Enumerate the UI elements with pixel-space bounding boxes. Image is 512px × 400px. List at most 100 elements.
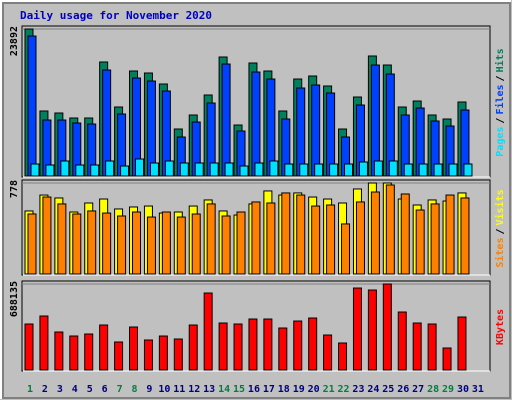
x-tick-label: 3: [57, 384, 63, 395]
bar: [143, 339, 153, 371]
axis-legend: Pages / Files / Hits: [494, 48, 506, 156]
x-tick-label: 8: [131, 384, 137, 395]
x-tick-label: 2: [42, 384, 48, 395]
bar: [370, 64, 380, 177]
axis-legend: Sites / Visits: [494, 189, 506, 267]
bar: [42, 196, 52, 275]
bar: [382, 283, 392, 371]
bar: [293, 320, 303, 371]
bar: [149, 162, 159, 177]
bar: [105, 160, 115, 177]
bar: [281, 192, 291, 275]
bar: [248, 318, 258, 371]
bar: [448, 163, 458, 177]
bar: [135, 158, 145, 177]
legend-separator: /: [495, 118, 506, 124]
bar: [412, 322, 422, 371]
bar: [311, 205, 321, 275]
bar: [344, 163, 354, 177]
bar: [24, 323, 34, 371]
bar: [308, 317, 318, 371]
bar: [117, 215, 127, 275]
bar: [329, 163, 339, 177]
x-tick-label: 10: [158, 384, 170, 395]
bar: [221, 63, 231, 177]
x-tick-label: 27: [412, 384, 424, 395]
bar: [269, 160, 279, 177]
bar: [341, 223, 351, 275]
bar: [314, 163, 324, 177]
bar: [164, 160, 174, 177]
x-tick-label: 20: [308, 384, 320, 395]
bar: [358, 161, 368, 177]
bar: [385, 184, 395, 275]
bar: [388, 160, 398, 177]
bar: [194, 162, 204, 177]
bar: [30, 163, 40, 177]
bar: [400, 193, 410, 275]
x-tick-label: 14: [218, 384, 230, 395]
bar: [84, 333, 94, 371]
bar: [87, 210, 97, 275]
bar: [132, 211, 142, 275]
bar: [430, 203, 440, 275]
x-tick-label: 6: [102, 384, 108, 395]
x-tick-label: 24: [367, 384, 379, 395]
x-tick-label: 4: [72, 384, 78, 395]
x-tick-label: 23: [352, 384, 364, 395]
bar: [224, 162, 234, 177]
bar: [263, 318, 273, 371]
bar: [114, 341, 124, 371]
bar: [206, 203, 216, 275]
bar: [323, 334, 333, 371]
x-tick-label: 31: [472, 384, 484, 395]
axis-legend: KBytes: [495, 309, 506, 345]
bar: [373, 160, 383, 177]
bar: [254, 162, 264, 177]
bar: [209, 162, 219, 177]
bar: [233, 323, 243, 371]
bar: [266, 202, 276, 275]
x-tick-label: 22: [338, 384, 350, 395]
x-tick-label: 19: [293, 384, 305, 395]
bar: [146, 216, 156, 275]
bar: [120, 165, 130, 177]
bar: [418, 163, 428, 177]
x-tick-label: 9: [146, 384, 152, 395]
bar: [397, 311, 407, 371]
bar: [146, 80, 156, 177]
bar: [188, 324, 198, 371]
x-tick-label: 28: [427, 384, 439, 395]
bar: [57, 203, 67, 275]
y-tick-label: 23892: [9, 26, 20, 56]
bar: [352, 287, 362, 371]
bar: [460, 197, 470, 275]
legend-separator: /: [495, 228, 506, 234]
x-tick-label: 11: [173, 384, 185, 395]
bar: [236, 211, 246, 275]
x-tick-label: 16: [248, 384, 260, 395]
bar: [158, 335, 168, 371]
bar: [296, 87, 306, 177]
x-tick-label: 13: [203, 384, 215, 395]
bar: [45, 164, 55, 177]
x-tick-label: 25: [382, 384, 394, 395]
bar: [326, 204, 336, 275]
x-tick-label: 29: [442, 384, 454, 395]
bar: [191, 213, 201, 275]
legend-entry: Pages: [495, 127, 506, 157]
bar: [161, 211, 171, 275]
x-tick-label: 5: [87, 384, 93, 395]
bar: [221, 215, 231, 275]
legend-entry: Visits: [494, 189, 506, 225]
x-tick-label: 26: [397, 384, 409, 395]
bar: [403, 163, 413, 177]
bar: [463, 163, 473, 177]
x-tick-label: 1: [27, 384, 33, 395]
legend-entry: Hits: [494, 48, 506, 72]
bar: [427, 323, 437, 371]
legend-entry: Files: [494, 84, 506, 114]
